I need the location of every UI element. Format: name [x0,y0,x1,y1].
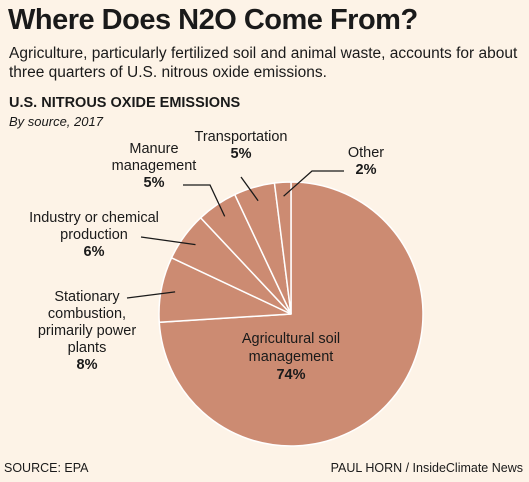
leader-line [240,176,259,202]
slice-name-label: Other [348,145,384,161]
slice-name-label: Transportation [195,129,288,145]
slice-name-label: management [112,158,197,174]
slice-value-label: 8% [77,357,98,373]
slice-value-label: 74% [276,367,305,383]
pie-slices [158,181,424,447]
source-note: SOURCE: EPA [4,461,89,475]
page-title: Where Does N2O Come From? [8,4,418,36]
slice-name-label: Industry or chemical [29,210,159,226]
slice-value-label: 2% [356,162,377,178]
credit-note: PAUL HORN / InsideClimate News [330,461,523,475]
pie-slice [273,181,292,315]
slice-value-label: 6% [84,244,105,260]
leader-lines [126,170,344,299]
slice-name-label: plants [68,340,107,356]
slice-name-label: production [60,227,128,243]
slice-value-label: 5% [231,146,252,162]
leader-line [283,170,344,197]
chart-subtitle: By source, 2017 [9,114,103,129]
leader-line [140,236,196,246]
slice-name-label: primarily power [38,323,136,339]
slice-labels: Agricultural soil management 74% Stationary… [29,129,384,383]
slice-name-label: combustion, [48,306,126,322]
slice-name-label: Agricultural soil [242,331,340,347]
slice-value-label: 5% [144,175,165,191]
page-subtitle: Agriculture, particularly fertilized soi… [9,45,518,81]
slice-name-label: Stationary [54,289,120,305]
chart-title: U.S. NITROUS OXIDE EMISSIONS [9,95,241,111]
slice-name-label: Manure [129,141,178,157]
slice-name-label: management [249,349,334,365]
leader-line [126,291,176,299]
leader-line [183,184,226,217]
